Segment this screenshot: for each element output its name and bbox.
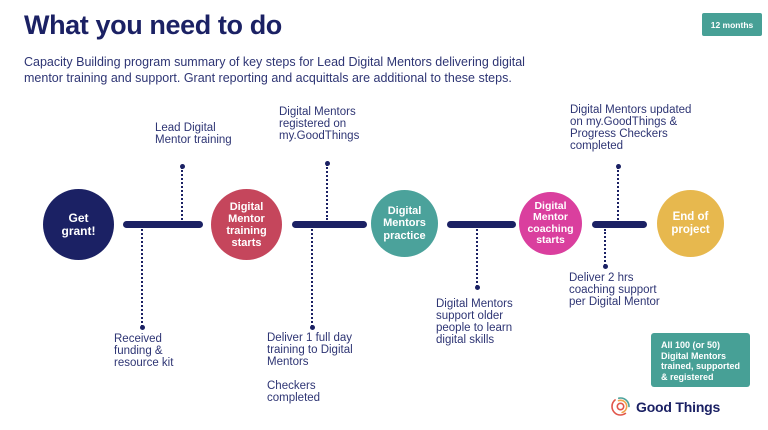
good-things-logo: Good Things bbox=[610, 396, 720, 417]
connector-updated bbox=[615, 164, 621, 220]
timeline-segment-2 bbox=[292, 221, 367, 228]
page-subtitle: Capacity Building program summary of key… bbox=[24, 55, 525, 85]
timeline-segment-1 bbox=[123, 221, 203, 228]
note-deliver-full-day-training: Deliver 1 full day training to Digital M… bbox=[267, 332, 353, 404]
connector-deliver-training bbox=[309, 229, 315, 330]
connector-received-funding bbox=[139, 229, 145, 330]
milestone-end-of-project: End of project bbox=[657, 190, 724, 257]
milestone-coaching-starts: Digital Mentor coaching starts bbox=[519, 192, 582, 255]
connector-lead-training bbox=[179, 164, 185, 220]
good-things-logo-icon bbox=[610, 396, 631, 417]
good-things-logo-text: Good Things bbox=[636, 398, 721, 415]
note-support-older-people: Digital Mentors support older people to … bbox=[436, 298, 513, 346]
connector-support-older bbox=[474, 229, 480, 290]
milestone-training-starts: Digital Mentor training starts bbox=[211, 189, 282, 260]
duration-badge: 12 months bbox=[702, 13, 762, 36]
milestone-get-grant: Get grant! bbox=[43, 189, 114, 260]
connector-coaching-support bbox=[602, 229, 608, 269]
note-updated-progress-checkers: Digital Mentors updated on my.GoodThings… bbox=[570, 104, 692, 152]
note-registered-on-mygoodthings: Digital Mentors registered on my.GoodThi… bbox=[279, 106, 360, 142]
page-title: What you need to do bbox=[24, 10, 282, 40]
note-received-funding: Received funding & resource kit bbox=[114, 333, 174, 369]
outcome-box: All 100 (or 50) Digital Mentors trained,… bbox=[651, 333, 750, 387]
timeline-segment-4 bbox=[592, 221, 647, 228]
note-deliver-2hrs-coaching: Deliver 2 hrs coaching support per Digit… bbox=[569, 272, 660, 308]
timeline-segment-3 bbox=[447, 221, 516, 228]
milestone-mentors-practice: Digital Mentors practice bbox=[371, 190, 438, 257]
note-lead-digital-mentor-training: Lead Digital Mentor training bbox=[155, 122, 232, 146]
connector-registered bbox=[324, 161, 330, 220]
